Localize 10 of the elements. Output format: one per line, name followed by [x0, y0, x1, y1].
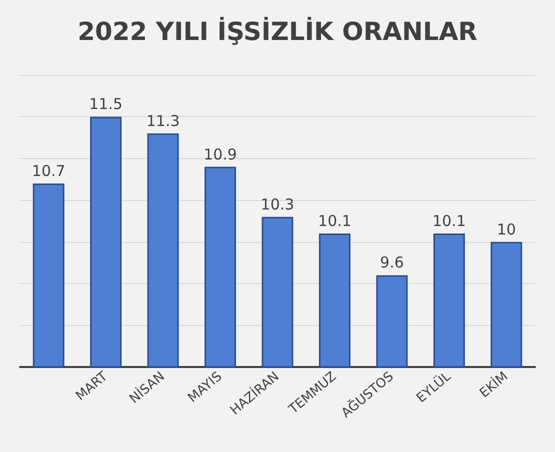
data-label: 10.3 — [260, 195, 294, 214]
data-label: 11.3 — [146, 112, 180, 130]
data-label: 10 — [496, 220, 516, 238]
data-label: 10.9 — [204, 145, 237, 164]
chart-title: 2022 YILI İŞSİZLİK ORANLAR — [78, 16, 478, 46]
data-label: 10.7 — [32, 162, 66, 180]
data-label: 10.1 — [318, 212, 352, 230]
data-label: 9.6 — [380, 254, 404, 272]
data-label: 10.1 — [432, 212, 466, 230]
data-label: 11.5 — [89, 95, 123, 114]
